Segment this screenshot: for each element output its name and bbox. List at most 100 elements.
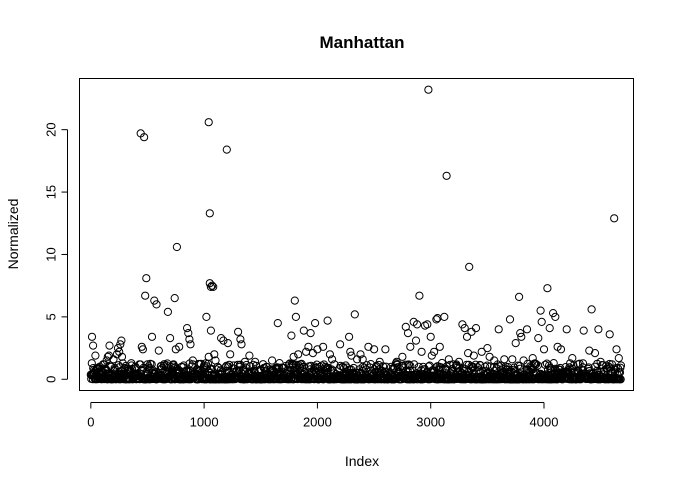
data-point	[219, 336, 228, 345]
data-point	[515, 361, 524, 371]
data-point	[426, 332, 435, 341]
plot-frame	[79, 78, 634, 391]
data-point	[154, 346, 163, 355]
data-point	[222, 145, 231, 154]
data-point	[308, 349, 317, 358]
data-point	[210, 350, 219, 359]
data-point	[556, 345, 566, 354]
x-tick-label: 2000	[303, 415, 332, 430]
data-point	[87, 332, 97, 341]
data-point	[233, 360, 242, 369]
data-point	[486, 362, 495, 371]
data-point	[346, 347, 355, 356]
data-point	[406, 342, 415, 351]
data-point	[516, 329, 525, 338]
data-point	[614, 354, 623, 363]
data-point	[415, 291, 424, 300]
data-point	[183, 324, 192, 333]
data-point	[345, 332, 354, 341]
data-point	[616, 363, 625, 372]
data-point	[291, 312, 300, 321]
data-point	[311, 319, 320, 328]
data-point	[532, 360, 541, 369]
data-point	[511, 339, 520, 348]
data-point	[299, 326, 308, 335]
data-point	[330, 360, 339, 369]
data-point	[419, 362, 428, 371]
data-point	[175, 342, 184, 351]
data-point	[112, 350, 122, 359]
data-point	[209, 282, 218, 291]
data-point	[226, 350, 235, 359]
data-point	[147, 360, 156, 369]
data-point	[464, 349, 473, 358]
x-tick-label: 3000	[416, 415, 445, 430]
data-point	[347, 351, 356, 360]
data-point	[117, 352, 127, 361]
data-point	[172, 242, 181, 252]
data-point	[551, 312, 560, 321]
data-point	[465, 262, 474, 271]
data-point	[205, 209, 214, 218]
data-point	[467, 327, 476, 336]
data-point	[442, 171, 451, 180]
data-point	[494, 325, 503, 334]
data-point	[323, 316, 332, 325]
data-point	[616, 375, 625, 384]
y-tick-label: 5	[44, 313, 59, 320]
data-point	[152, 300, 161, 309]
y-tick-label: 10	[44, 247, 59, 261]
data-point	[138, 345, 147, 354]
y-tick-label: 15	[44, 185, 59, 199]
data-point	[185, 335, 194, 344]
data-point	[147, 332, 157, 341]
data-point	[537, 317, 546, 326]
data-point	[245, 351, 254, 360]
data-point	[236, 335, 245, 344]
data-point	[411, 336, 421, 345]
data-point	[304, 342, 313, 351]
data-point	[140, 133, 149, 142]
data-point	[536, 306, 545, 315]
data-point	[545, 324, 554, 333]
data-point	[237, 340, 246, 349]
data-point	[435, 342, 444, 351]
data-point	[578, 363, 587, 372]
data-point	[423, 320, 432, 329]
data-point	[294, 350, 303, 359]
data-point	[404, 360, 414, 370]
data-point	[590, 349, 600, 358]
y-axis: 0 5 10 15 20	[44, 122, 68, 383]
x-tick-label: 4000	[530, 415, 559, 430]
data-point	[398, 352, 407, 361]
data-point	[605, 330, 614, 339]
data-point	[562, 325, 571, 334]
chart-title: Manhattan	[320, 33, 405, 52]
data-point	[539, 345, 549, 354]
x-tick-label: 0	[87, 415, 94, 430]
data-point	[184, 329, 193, 338]
data-point	[91, 351, 100, 360]
data-point	[522, 325, 532, 334]
data-point	[534, 334, 543, 343]
data-point	[471, 324, 481, 333]
data-point	[430, 347, 439, 356]
data-point	[612, 345, 621, 354]
data-point	[118, 359, 127, 368]
data-point	[105, 341, 114, 350]
data-point	[103, 352, 112, 361]
data-points	[86, 85, 626, 384]
data-point	[224, 362, 233, 371]
data-point	[401, 360, 410, 369]
data-point	[424, 85, 433, 94]
data-point	[350, 310, 359, 319]
data-point	[505, 315, 515, 324]
data-point	[406, 361, 415, 370]
data-point	[206, 326, 215, 335]
y-tick-label: 0	[44, 376, 59, 383]
data-point	[290, 296, 299, 305]
data-point	[593, 359, 602, 368]
data-point	[436, 363, 445, 372]
data-point	[587, 305, 596, 314]
